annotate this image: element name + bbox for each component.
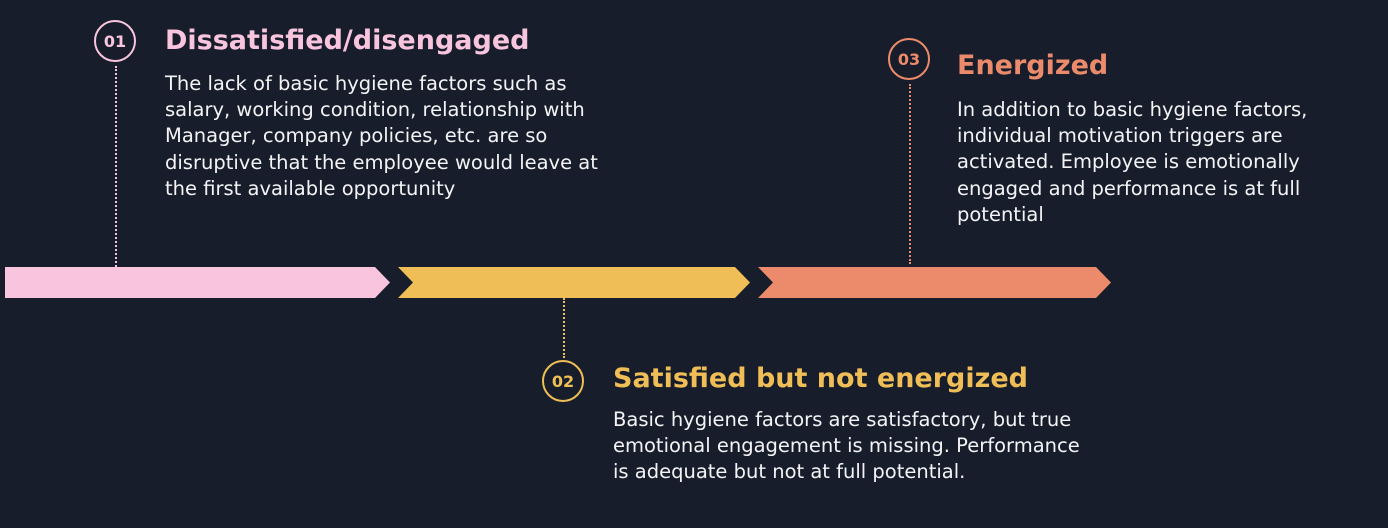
step-1-number-badge: 01: [94, 20, 136, 62]
step-2-description: Basic hygiene factors are satisfactory, …: [613, 408, 1080, 484]
step-1-title: Dissatisfied/disengaged: [165, 25, 530, 56]
stage-2-arrow: [398, 267, 750, 298]
step-2-title: Satisfied but not energized: [613, 363, 1028, 394]
step-1-description: The lack of basic hygiene factors such a…: [165, 72, 598, 200]
step-3-number-badge: 03: [888, 38, 930, 80]
step-3-title: Energized: [957, 50, 1109, 81]
stage-3-arrow: [758, 267, 1111, 298]
step-2-number-badge: 02: [542, 360, 584, 402]
connector-line-2: [563, 298, 565, 358]
stage-1-arrow: [5, 267, 390, 298]
connector-line-3: [909, 84, 911, 264]
step-3-description: In addition to basic hygiene factors, in…: [957, 98, 1308, 226]
connector-line-1: [115, 66, 117, 267]
